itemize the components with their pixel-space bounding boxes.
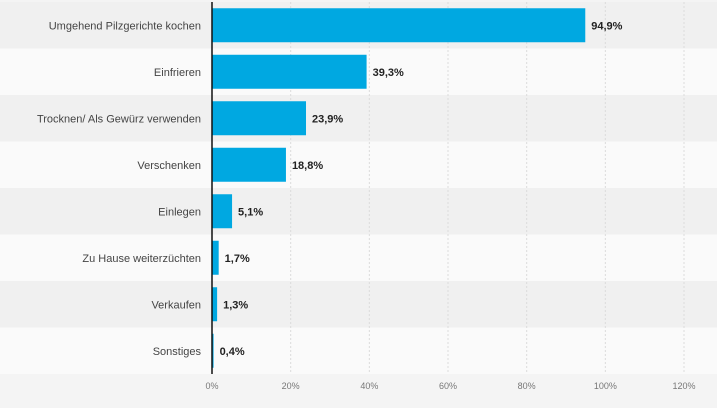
row-band bbox=[0, 234, 717, 281]
bar bbox=[212, 147, 286, 182]
row-band bbox=[0, 281, 717, 328]
category-label: Zu Hause weiterzüchten bbox=[82, 253, 201, 265]
category-label: Umgehend Pilzgerichte kochen bbox=[49, 20, 201, 32]
bar bbox=[212, 54, 367, 89]
category-label: Trocknen/ Als Gewürz verwenden bbox=[37, 113, 201, 125]
row-band bbox=[0, 95, 717, 142]
bar bbox=[212, 333, 214, 368]
data-label: 1,3% bbox=[223, 299, 248, 311]
category-label: Verkaufen bbox=[151, 299, 201, 311]
x-tick-label: 20% bbox=[282, 381, 300, 391]
row-band bbox=[0, 141, 717, 188]
x-tick-label: 40% bbox=[360, 381, 378, 391]
x-tick-label: 120% bbox=[672, 381, 695, 391]
data-label: 39,3% bbox=[373, 67, 404, 79]
data-label: 5,1% bbox=[238, 206, 263, 218]
x-tick-label: 60% bbox=[439, 381, 457, 391]
bar bbox=[212, 194, 233, 229]
data-label: 1,7% bbox=[225, 253, 250, 265]
category-label: Einfrieren bbox=[154, 67, 201, 79]
row-band bbox=[0, 327, 717, 374]
data-label: 0,4% bbox=[220, 346, 245, 358]
x-tick-label: 80% bbox=[518, 381, 536, 391]
bar bbox=[212, 240, 219, 275]
data-label: 23,9% bbox=[312, 113, 343, 125]
category-label: Einlegen bbox=[158, 206, 201, 218]
bar bbox=[212, 287, 218, 322]
category-label: Verschenken bbox=[137, 160, 201, 172]
data-label: 18,8% bbox=[292, 160, 323, 172]
x-tick-label: 0% bbox=[205, 381, 218, 391]
bar bbox=[212, 101, 307, 136]
bar bbox=[212, 8, 586, 43]
data-label: 94,9% bbox=[591, 20, 622, 32]
x-tick-label: 100% bbox=[594, 381, 617, 391]
row-band bbox=[0, 188, 717, 235]
category-label: Sonstiges bbox=[153, 346, 202, 358]
